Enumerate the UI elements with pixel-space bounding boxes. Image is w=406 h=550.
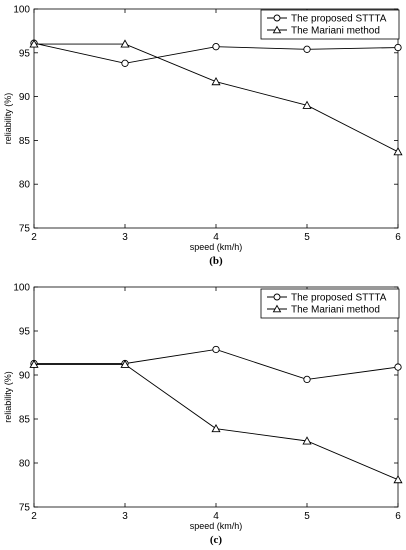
y-tick-label: 75 [19, 503, 31, 514]
x-tick-label: 2 [31, 511, 37, 522]
panel-label: (b) [209, 255, 223, 267]
data-point-triangle [302, 436, 312, 445]
data-point-triangle [29, 39, 39, 48]
x-tick-label: 4 [213, 511, 219, 522]
data-point-circle [394, 43, 402, 52]
data-point-circle [303, 375, 311, 384]
data-point-triangle [211, 76, 221, 86]
y-tick-label: 95 [19, 327, 31, 338]
legend-marker-circle [273, 14, 281, 22]
legend-box [260, 288, 400, 319]
legend-marker-circle [273, 293, 281, 301]
data-point-triangle [302, 100, 312, 109]
y-tick-label: 100 [13, 283, 30, 294]
data-point-triangle [211, 423, 221, 433]
x-axis-label: speed (km/h) [190, 242, 243, 252]
plot-area-frame [33, 8, 399, 229]
y-tick-label: 90 [19, 92, 31, 103]
data-point-circle [212, 345, 220, 354]
x-tick-label: 3 [122, 511, 128, 522]
data-point-circle [212, 43, 220, 51]
x-tick-label: 5 [304, 232, 310, 243]
y-axis-label: reliability (%) [3, 93, 13, 145]
x-tick-label: 4 [213, 232, 219, 243]
x-tick-label: 6 [395, 511, 401, 522]
y-axis-label: reliability (%) [3, 371, 13, 423]
x-tick-label: 3 [122, 232, 128, 243]
data-point-triangle [393, 147, 403, 156]
legend-label: The proposed STTTA [291, 14, 387, 25]
chart-panel-b: 2 3 4 5 6 75 80 85 90 95 100 speed (km/h) reliabilit… [3, 5, 403, 267]
legend-box [260, 9, 400, 40]
series-line-triangle [34, 43, 399, 153]
plot-area-frame [33, 286, 399, 508]
data-point-triangle [29, 359, 39, 368]
x-tick-label: 6 [395, 232, 401, 243]
y-tick-label: 95 [19, 48, 31, 59]
legend-label: The proposed STTTA [291, 293, 387, 304]
x-tick-label: 2 [31, 232, 37, 243]
data-point-circle [394, 363, 402, 371]
y-tick-label: 85 [19, 136, 31, 147]
legend-marker-triangle [272, 25, 282, 34]
chart-panel-c: 2 3 4 5 6 75 80 85 90 95 100 speed (km/h) reliabilit… [3, 283, 403, 546]
panel-label: (c) [210, 534, 223, 546]
legend-marker-triangle [272, 304, 282, 313]
legend-label: The Mariani method [291, 305, 380, 316]
data-point-triangle [120, 39, 130, 48]
y-tick-label: 75 [19, 224, 31, 235]
legend-label: The Mariani method [291, 26, 380, 37]
y-tick-label: 80 [19, 180, 31, 191]
x-tick-label: 5 [304, 511, 310, 522]
data-point-circle [303, 45, 311, 53]
y-tick-label: 80 [19, 459, 31, 470]
data-point-circle [121, 59, 129, 67]
y-tick-label: 85 [19, 415, 31, 426]
x-axis-label: speed (km/h) [190, 521, 243, 531]
y-tick-label: 100 [13, 5, 30, 16]
data-point-triangle [393, 474, 403, 484]
data-point-triangle [120, 359, 130, 368]
y-tick-label: 90 [19, 371, 31, 382]
series-line-triangle [34, 363, 399, 481]
